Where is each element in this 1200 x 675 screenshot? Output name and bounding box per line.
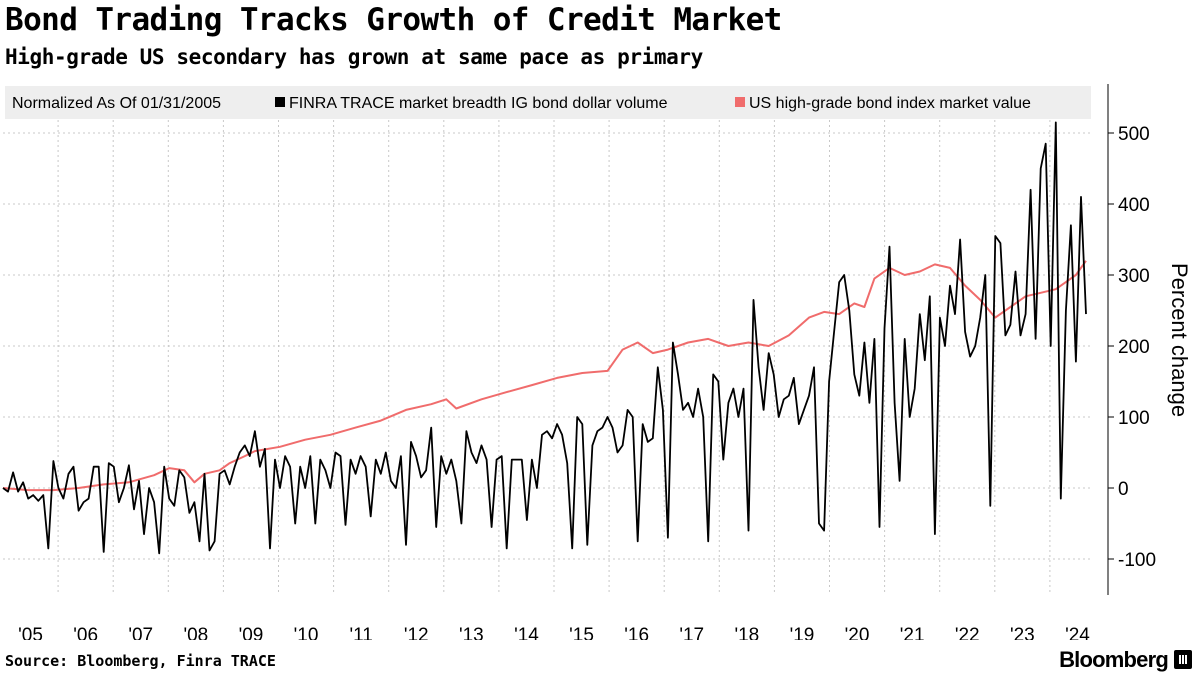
x-tick-label: '12: [404, 625, 429, 640]
x-axis: '05 '06 '07 '08 '09 '10 '11 '12 '13 '14 '15 '16 '17 '…: [18, 625, 1090, 640]
x-tick-label: '11: [349, 625, 372, 640]
legend-background: [5, 86, 1091, 119]
y-tick-label: 500: [1118, 124, 1150, 145]
bloomberg-logo: Bloomberg: [1059, 647, 1169, 672]
bloomberg-terminal-icon: [1174, 650, 1192, 669]
grid: [3, 120, 1092, 595]
x-tick-label: '18: [734, 625, 759, 640]
legend-swatch-trace: [275, 97, 285, 107]
series-line-index-value: [2, 260, 1087, 492]
y-tick-label: 200: [1118, 337, 1150, 358]
series-lines: [2, 121, 1087, 555]
x-tick-label: '09: [239, 625, 264, 640]
y-axis: -100 0 100 200 300 400 500: [1107, 84, 1156, 595]
x-tick-label: '24: [1065, 625, 1090, 640]
chart-subtitle: High-grade US secondary has grown at sam…: [5, 45, 703, 69]
x-tick-label: '20: [845, 625, 870, 640]
x-tick-label: '16: [624, 625, 649, 640]
y-axis-label: Percent change: [1167, 263, 1192, 417]
y-tick-label: 400: [1118, 195, 1150, 216]
x-tick-label: '22: [955, 625, 980, 640]
series-line-trace-volume: [2, 121, 1087, 555]
legend-note: Normalized As Of 01/31/2005: [12, 95, 221, 112]
legend-label-index: US high-grade bond index market value: [749, 95, 1031, 112]
legend: Normalized As Of 01/31/2005 FINRA TRACE …: [5, 86, 1091, 119]
x-tick-label: '07: [128, 625, 153, 640]
y-tick-label: 0: [1118, 479, 1129, 500]
y-tick-label: 100: [1118, 408, 1150, 429]
chart-title: Bond Trading Tracks Growth of Credit Mar…: [5, 2, 782, 38]
x-tick-label: '15: [569, 625, 594, 640]
x-tick-label: '08: [183, 625, 208, 640]
x-tick-label: '17: [679, 625, 704, 640]
x-tick-label: '14: [514, 625, 539, 640]
x-tick-label: '10: [294, 625, 319, 640]
source-note: Source: Bloomberg, Finra TRACE: [5, 652, 276, 670]
y-tick-label: 300: [1118, 266, 1150, 287]
x-tick-label: '13: [459, 625, 484, 640]
legend-label-trace: FINRA TRACE market breadth IG bond dolla…: [289, 95, 668, 112]
line-chart: Normalized As Of 01/31/2005 FINRA TRACE …: [2, 84, 1192, 640]
x-tick-label: '06: [73, 625, 98, 640]
x-tick-label: '21: [900, 625, 925, 640]
y-tick-label: -100: [1118, 550, 1156, 571]
x-tick-label: '23: [1010, 625, 1035, 640]
x-tick-label: '19: [790, 625, 815, 640]
x-tick-label: '05: [18, 625, 43, 640]
legend-swatch-index: [735, 97, 745, 107]
